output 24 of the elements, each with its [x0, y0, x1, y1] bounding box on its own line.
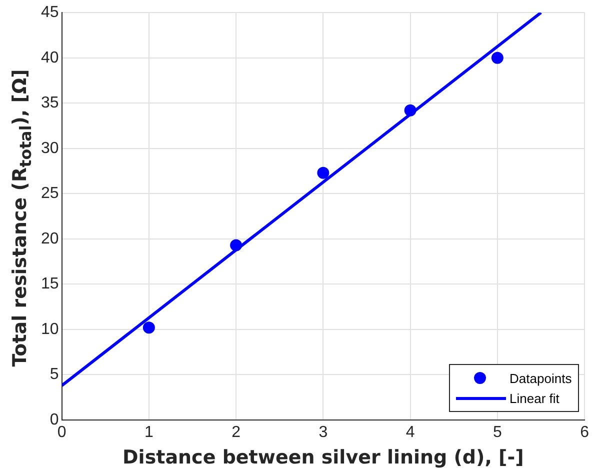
y-tick-label: 30	[41, 140, 59, 157]
y-tick-label: 40	[41, 49, 59, 66]
y-tick-label: 25	[41, 185, 59, 202]
x-tick-label: 1	[144, 424, 154, 442]
y-tick-label: 45	[41, 4, 59, 22]
y-tick-label: 35	[41, 94, 59, 112]
y-tick-label: 15	[41, 276, 59, 293]
y-tick-label: 5	[50, 366, 59, 384]
point	[230, 239, 242, 252]
y-tick-label: 20	[41, 230, 59, 248]
x-tick-label: 3	[318, 424, 328, 442]
y-tick-label: 10	[41, 320, 59, 338]
point	[404, 104, 416, 116]
legend-label: Datapoints	[510, 370, 572, 386]
point	[491, 52, 504, 64]
point	[142, 322, 155, 334]
point	[317, 166, 330, 179]
x-tick-label: 6	[580, 424, 590, 442]
x-axis-title: Distance between silver lining (d), [-]	[122, 446, 524, 469]
legend-label: Linear fit	[510, 390, 560, 406]
x-tick-label: 4	[406, 424, 415, 442]
y-tick-label: 0	[50, 411, 59, 428]
x-tick-label: 5	[492, 424, 502, 442]
x-tick-label: 2	[232, 424, 241, 442]
